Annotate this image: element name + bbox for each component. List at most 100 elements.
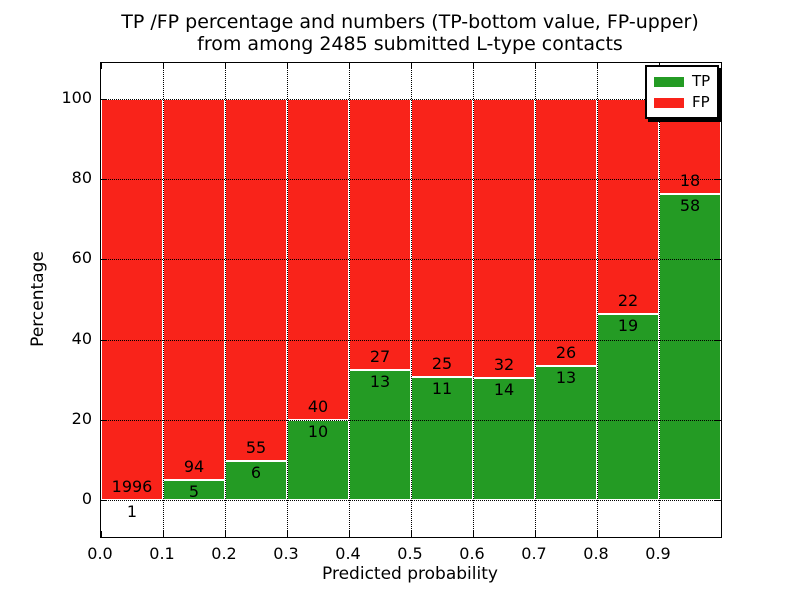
bar-label-fp-1: 94	[183, 456, 205, 476]
x-tick-label-0.0: 0.0	[87, 544, 113, 563]
bar-label-tp-9: 58	[679, 195, 701, 215]
bar-fp-7	[535, 99, 597, 367]
bar-label-fp-8: 22	[617, 291, 639, 311]
tick-y-left-0	[101, 500, 107, 501]
bar-fp-1	[163, 99, 225, 480]
tick-x-top-5	[411, 63, 412, 69]
y-tick-label-100: 100	[61, 88, 92, 107]
bar-label-fp-9: 18	[679, 170, 701, 190]
tick-x-top-6	[473, 63, 474, 69]
tick-x-bottom-5	[411, 531, 412, 537]
tick-x-top-7	[535, 63, 536, 69]
tick-y-right-0	[715, 500, 721, 501]
bar-label-tp-6: 14	[493, 379, 515, 399]
bar-label-fp-5: 25	[431, 354, 453, 374]
bar-label-tp-5: 11	[431, 379, 453, 399]
tick-x-bottom-0	[101, 531, 102, 537]
gridline-v-5	[411, 63, 412, 537]
bar-label-tp-7: 13	[555, 368, 577, 388]
tick-y-right-20	[715, 419, 721, 421]
bar-fp-5	[411, 99, 473, 378]
bar-fp-4	[349, 99, 411, 370]
gridline-v-3	[287, 63, 288, 537]
tick-x-bottom-2	[225, 531, 226, 537]
bar-label-fp-6: 32	[493, 354, 515, 374]
plot-area: 1996 1 94 5 55 6 40 10 27 13 25 11 32 14 26 13 22 19 18 58	[100, 62, 722, 538]
tick-x-top-0	[101, 63, 102, 69]
y-tick-label-0: 0	[81, 489, 92, 508]
bar-label-fp-2: 55	[245, 437, 267, 457]
tick-x-bottom-6	[473, 531, 474, 537]
bar-tp-2	[225, 460, 287, 500]
legend-item-fp: FP	[654, 92, 710, 113]
x-tick-label-0.9: 0.9	[645, 544, 671, 563]
chart-title-line2: from among 2485 submitted L-type contact…	[197, 33, 623, 55]
x-tick-label-0.1: 0.1	[149, 544, 175, 563]
gridline-v-6	[473, 63, 474, 537]
x-tick-label-0.8: 0.8	[583, 544, 609, 563]
gridline-h-0	[101, 500, 721, 501]
gridline-v-4	[349, 63, 350, 537]
bar-fp-0	[101, 99, 163, 500]
bar-fp-6	[473, 99, 535, 378]
legend-swatch-fp-icon	[654, 97, 684, 108]
tick-x-top-8	[597, 63, 598, 69]
tick-y-right-40	[715, 339, 721, 341]
bar-label-tp-2: 6	[250, 462, 262, 482]
tick-y-left-20	[101, 419, 107, 421]
tick-y-left-100	[101, 99, 107, 100]
tick-y-right-80	[715, 179, 721, 181]
x-tick-label-0.5: 0.5	[397, 544, 423, 563]
y-tick-label-40: 40	[71, 328, 92, 348]
bar-tp-9	[659, 193, 721, 500]
bar-label-tp-0: 1	[126, 501, 138, 521]
tick-x-bottom-3	[287, 531, 288, 537]
bar-label-tp-1: 5	[188, 481, 200, 501]
y-tick-label-60: 60	[71, 248, 92, 268]
gridline-h-20	[101, 419, 721, 421]
gridline-v-9	[659, 63, 660, 537]
tick-x-top-4	[349, 63, 350, 69]
tick-x-bottom-10	[721, 531, 722, 537]
gridline-v-7	[535, 63, 536, 537]
tick-x-bottom-7	[535, 531, 536, 537]
gridline-v-2	[225, 63, 226, 537]
gridline-h-40	[101, 339, 721, 341]
gridline-h-80	[101, 179, 721, 181]
legend-swatch-tp-icon	[654, 76, 684, 87]
gridline-h-60	[101, 259, 721, 261]
y-tick-label-20: 20	[71, 408, 92, 428]
bar-label-tp-8: 19	[617, 316, 639, 336]
tick-y-left-40	[101, 339, 107, 341]
y-tick-label-80: 80	[71, 168, 92, 188]
tick-y-left-60	[101, 259, 107, 261]
x-tick-label-0.4: 0.4	[335, 544, 361, 563]
legend-label-fp: FP	[692, 93, 710, 111]
legend-label-tp: TP	[692, 72, 711, 90]
legend: TP FP	[645, 65, 720, 119]
bar-label-fp-7: 26	[555, 343, 577, 363]
bar-label-fp-4: 27	[369, 346, 391, 366]
x-tick-label-0.7: 0.7	[521, 544, 547, 563]
tick-x-top-2	[225, 63, 226, 69]
tick-x-bottom-9	[659, 531, 660, 537]
tick-x-bottom-1	[163, 531, 164, 537]
tick-x-top-10	[721, 63, 722, 69]
x-tick-label-0.2: 0.2	[211, 544, 237, 563]
tick-x-top-3	[287, 63, 288, 69]
gridline-v-1	[163, 63, 164, 537]
bar-label-tp-3: 10	[307, 421, 329, 441]
legend-item-tp: TP	[654, 71, 710, 92]
tick-x-bottom-8	[597, 531, 598, 537]
bar-tp-8	[597, 314, 659, 500]
x-tick-label-0.3: 0.3	[273, 544, 299, 563]
tick-y-right-60	[715, 259, 721, 261]
bar-fp-2	[225, 99, 287, 461]
x-axis-label: Predicted probability	[322, 564, 498, 584]
bar-label-fp-3: 40	[307, 396, 329, 416]
bar-fp-8	[597, 99, 659, 315]
gridline-h-100	[101, 99, 721, 100]
tick-x-top-1	[163, 63, 164, 69]
gridline-v-8	[597, 63, 598, 537]
